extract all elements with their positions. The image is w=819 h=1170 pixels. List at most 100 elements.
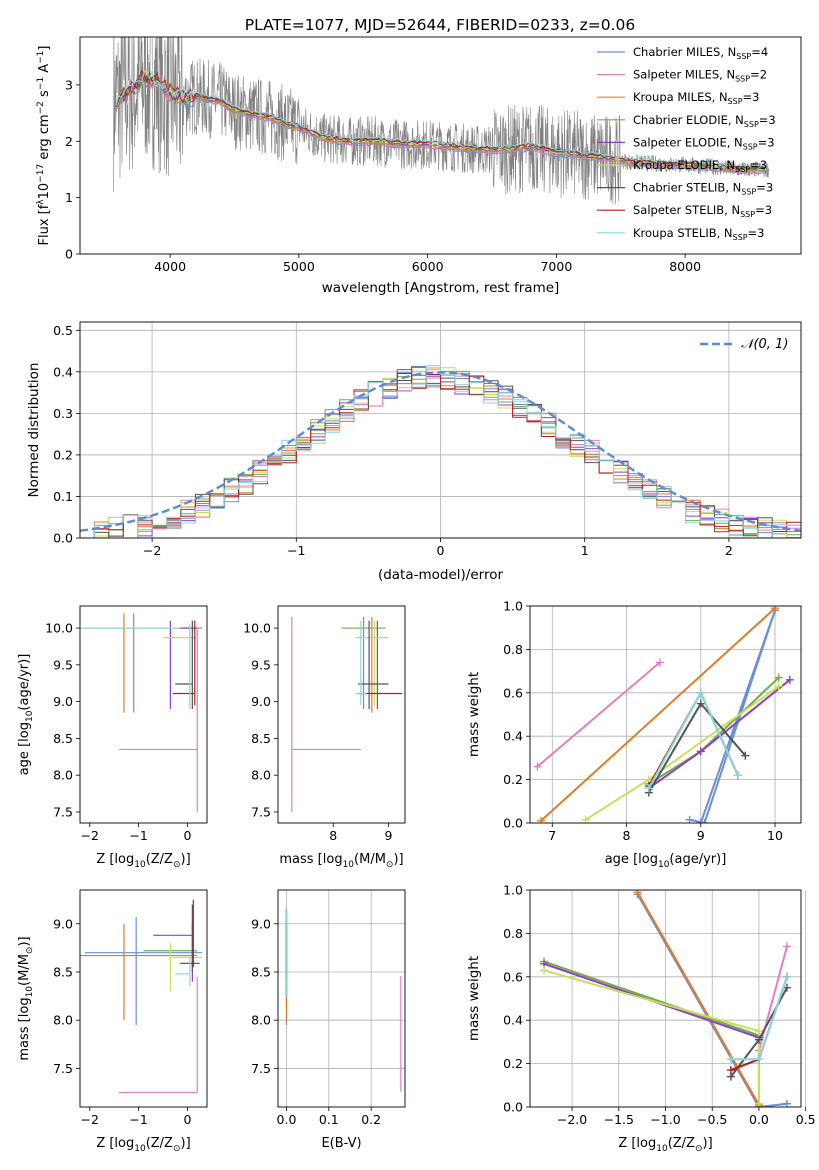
age_vs_Z-frame (79, 605, 208, 824)
x-axis-label-part: 10 (134, 860, 146, 870)
y-axis-label-part: (age/yr)] (17, 654, 32, 711)
x-axis-label-part: 10 (658, 860, 670, 870)
legend-text: Salpeter MILES, N (633, 68, 735, 82)
y-tick-label: 3 (65, 77, 73, 92)
y-tick-label: 9.0 (251, 694, 271, 709)
y-axis-label-part: s (37, 90, 52, 101)
data-point-marker (771, 606, 780, 613)
legend-entry: Chabrier STELIB, NSSP=3 (633, 181, 773, 197)
y-tick-label: 10.0 (45, 621, 73, 636)
data-point-marker (774, 673, 783, 682)
data-point-marker (655, 658, 664, 667)
x-tick-label: −1 (287, 543, 305, 558)
y-tick-label: 0.6 (503, 969, 523, 984)
y-tick-label: 0.3 (53, 406, 73, 421)
data-point-marker (533, 762, 542, 771)
y-axis-label-part: 10 (25, 986, 35, 998)
legend-entry: Chabrier ELODIE, NSSP=3 (633, 113, 776, 129)
x-axis-label-part: 10 (134, 1144, 146, 1154)
data-point-marker (696, 688, 705, 697)
x-axis-label-part: )] (181, 852, 191, 867)
x-tick-label: −1 (129, 1112, 147, 1127)
series-line (540, 607, 776, 822)
y-tick-label: 8.5 (251, 964, 271, 979)
x-axis-label-part: (Z/Z (146, 852, 173, 867)
x-tick-label: 6000 (412, 259, 444, 274)
weight_vs_age-frame (529, 605, 802, 824)
y-axis-label-part: 10 (37, 183, 52, 200)
figure-title: PLATE=1077, MJD=52644, FIBERID=0233, z=0… (245, 16, 635, 34)
legend-entry: Kroupa MILES, NSSP=3 (633, 90, 759, 106)
legend-sub: SSP (743, 142, 758, 151)
x-tick-label: 1 (581, 543, 589, 558)
y-tick-label: 0.4 (503, 1013, 523, 1028)
series-line (543, 960, 760, 1107)
y-tick-label: 2 (65, 134, 73, 149)
x-tick-label: 0.0 (277, 1112, 297, 1127)
legend-entry: Salpeter STELIB, NSSP=3 (633, 203, 772, 219)
weight-plot (540, 890, 791, 1107)
x-axis-label: mass [log10(M/M⊙)] (279, 852, 403, 870)
weight-plot (533, 606, 794, 823)
x-tick-label: 8000 (669, 259, 701, 274)
legend-sub: SSP (744, 120, 759, 129)
data-point-marker (733, 771, 742, 780)
x-tick-label: 0.2 (361, 1112, 381, 1127)
x-tick-label: 0.0 (749, 1112, 769, 1127)
spectrum-plot (113, 37, 769, 205)
x-axis-label-part: Z [log (96, 852, 134, 867)
x-tick-label: 10 (767, 828, 783, 843)
y-tick-label: 7.5 (251, 1061, 271, 1076)
x-tick-label: −1 (129, 828, 147, 843)
axes-spectrum: 4000 5000 6000 7000 8000 0 1 2 3 (65, 77, 701, 274)
legend-entry: Salpeter MILES, NSSP=2 (633, 68, 767, 84)
errorbar-plot (80, 613, 203, 812)
x-axis-label: (data-model)/error (378, 567, 504, 583)
y-tick-label: 7.5 (251, 804, 271, 819)
y-axis-label-part: (M/M (17, 954, 32, 986)
x-tick-label: −1.0 (650, 1112, 680, 1127)
y-tick-label: 9.0 (53, 694, 73, 709)
data-point-marker (782, 972, 791, 981)
y-tick-label: 8.0 (53, 768, 73, 783)
legend-tail: =3 (756, 181, 773, 195)
y-tick-label: 9.0 (53, 916, 73, 931)
weight_vs_Z-frame (529, 889, 802, 1108)
y-axis-label-part: λ (36, 199, 46, 205)
series-line (543, 969, 760, 1104)
x-axis-label-part: Z [log (96, 1136, 134, 1151)
x-tick-label: −2 (81, 1112, 99, 1127)
y-tick-label: 0.2 (53, 447, 73, 462)
y-tick-label: 9.5 (251, 657, 271, 672)
legend-tail: =3 (743, 90, 760, 104)
x-tick-label: 2 (725, 543, 733, 558)
x-tick-label: −2 (143, 543, 161, 558)
y-tick-label: 1.0 (503, 883, 523, 898)
x-axis-label-part: )] (181, 1136, 191, 1151)
data-point-marker (696, 747, 705, 756)
x-tick-label: 9 (697, 828, 705, 843)
y-tick-label: 8.5 (251, 731, 271, 746)
series-line (536, 661, 661, 768)
x-axis-label-part: (age/yr)] (669, 852, 726, 867)
y-tick-label: 7.5 (53, 1061, 73, 1076)
y-axis-label-part: A (37, 64, 52, 77)
x-axis-label-part: ⊙ (173, 860, 181, 870)
x-axis-label: Z [log10(Z/Z⊙)] (618, 1136, 712, 1154)
y-tick-label: 9.0 (251, 916, 271, 931)
x-tick-label: −2.0 (557, 1112, 587, 1127)
x-axis-label: Z [log10(Z/Z⊙)] (96, 1136, 190, 1154)
x-tick-label: 7000 (540, 259, 572, 274)
x-tick-label: 7 (548, 828, 556, 843)
y-axis-label: age [log10(age/yr)] (17, 654, 35, 776)
x-tick-label: 0.1 (319, 1112, 339, 1127)
x-tick-label: 4000 (154, 259, 186, 274)
data-point-marker (774, 682, 783, 691)
x-axis-label-part: age [log (605, 852, 658, 867)
legend-sub: SSP (740, 210, 755, 219)
y-axis-label-part: ] (37, 46, 52, 51)
x-tick-label: −2 (81, 828, 99, 843)
y-axis-label-part: 10 (25, 710, 35, 722)
y-axis-label: mass weight (466, 672, 482, 757)
x-tick-label: 5000 (283, 259, 315, 274)
